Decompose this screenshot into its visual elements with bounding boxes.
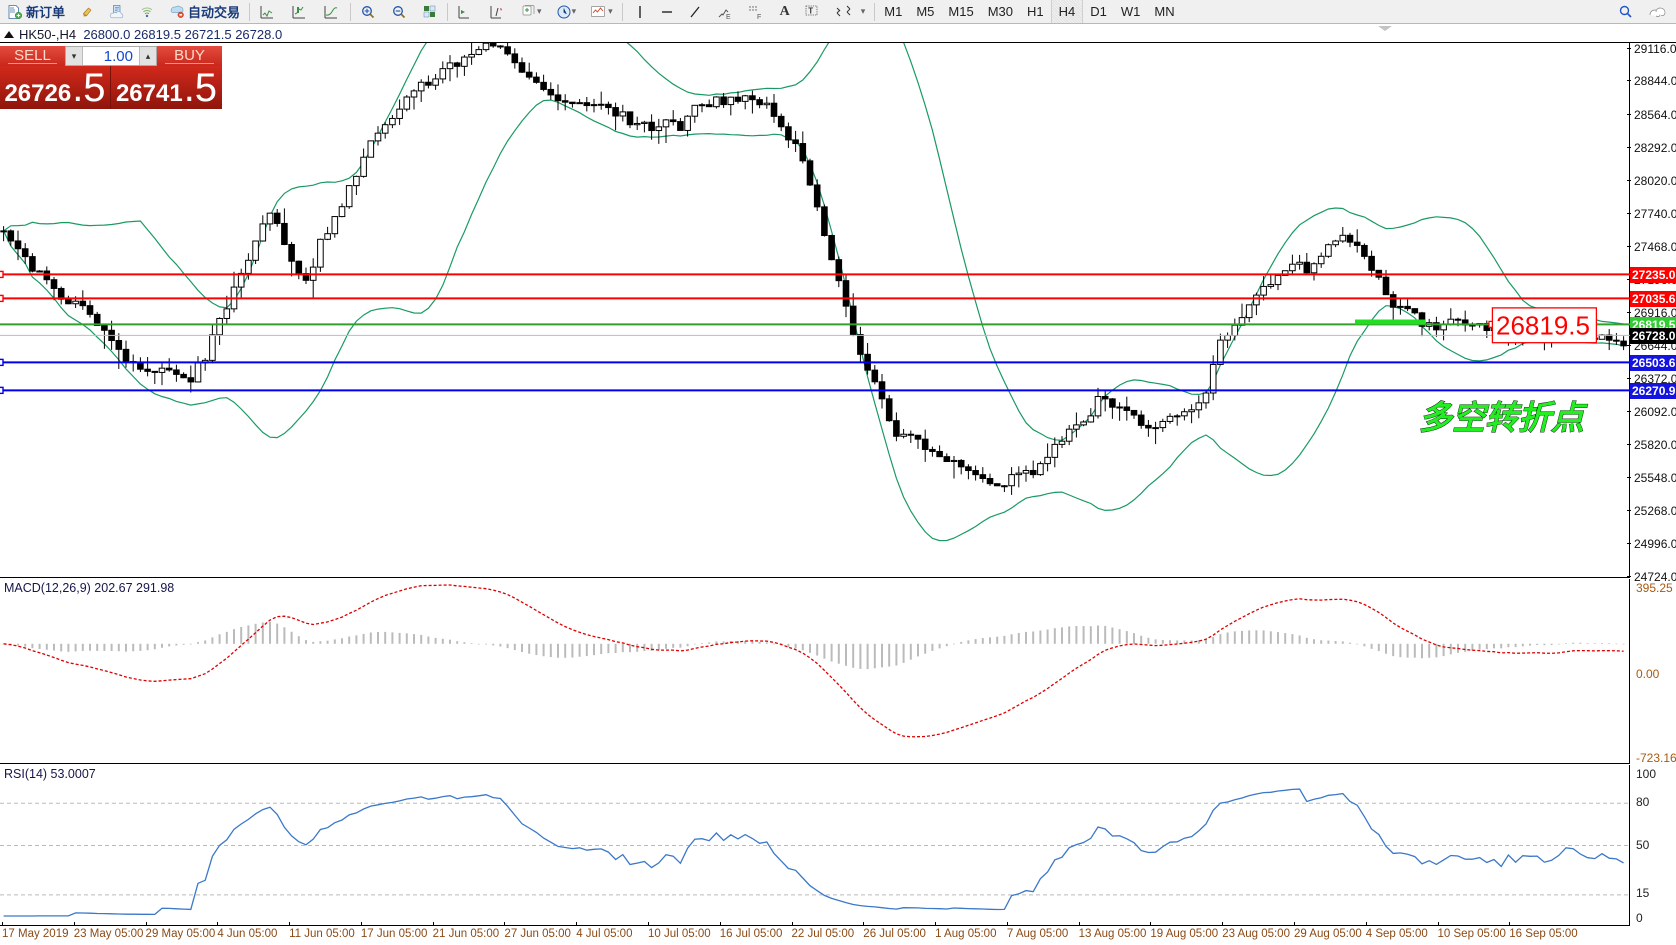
svg-text:E: E [726, 14, 731, 20]
svg-text:F: F [757, 14, 761, 20]
svg-text:T: T [808, 6, 813, 15]
svg-text:26819.5: 26819.5 [1496, 310, 1590, 340]
svg-text:多空转折点: 多空转折点 [1419, 399, 1588, 436]
